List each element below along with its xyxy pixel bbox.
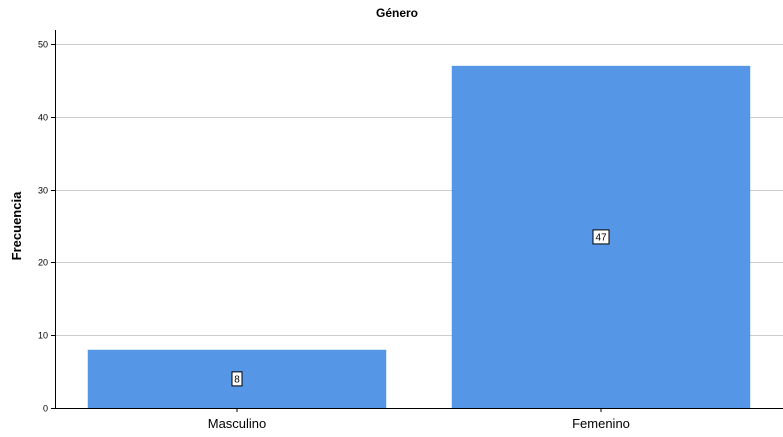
data-label-box: [592, 229, 610, 245]
y-axis-ticks: 0 10 20 30 40 50: [38, 40, 55, 414]
x-tick-label: Femenino: [572, 416, 630, 431]
chart-title: Género: [376, 6, 418, 20]
y-tick-label: 30: [38, 186, 48, 196]
y-tick-label: 40: [38, 113, 48, 123]
x-axis-ticks: Masculino Femenino: [208, 408, 630, 431]
y-tick-label: 20: [38, 258, 48, 268]
x-tick-label: Masculino: [208, 416, 267, 431]
data-label: 8: [231, 371, 243, 387]
y-tick-label: 0: [43, 404, 48, 414]
bars: 8 47: [87, 65, 751, 408]
data-label-box: [231, 371, 243, 387]
y-tick-label: 10: [38, 331, 48, 341]
data-label-text: 8: [234, 374, 240, 385]
data-label: 47: [592, 229, 610, 245]
y-tick-label: 50: [38, 40, 48, 50]
y-axis-label: Frecuencia: [9, 191, 24, 260]
data-label-text: 47: [595, 232, 607, 243]
